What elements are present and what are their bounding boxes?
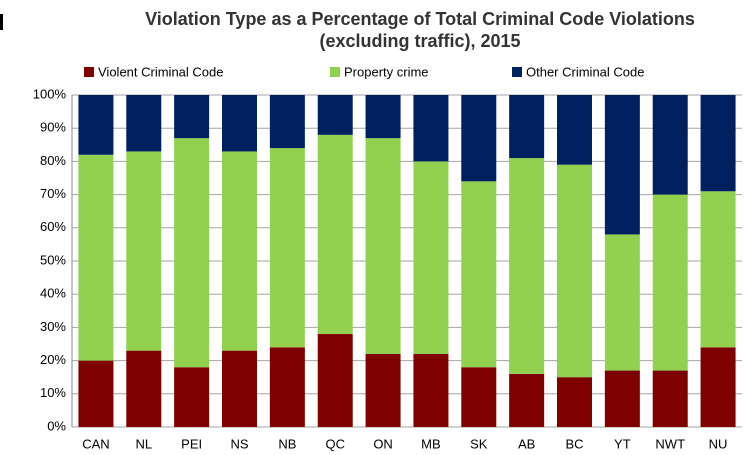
bar-segment [317, 334, 353, 427]
x-tick-label: SK [470, 436, 488, 451]
bar-segment [126, 151, 162, 351]
bar-segment [174, 95, 210, 139]
bar-segment [78, 360, 114, 427]
bar-segment [557, 95, 592, 165]
bar-segment [365, 353, 401, 427]
bar-segment [365, 138, 401, 354]
bar-segment [174, 138, 210, 368]
x-tick-label: AB [518, 436, 535, 451]
x-tick-label: NL [135, 436, 152, 451]
x-tick-label: QC [325, 436, 345, 451]
y-tick-label: 80% [40, 153, 66, 168]
x-tick-label: CAN [82, 436, 109, 451]
bar-segment [126, 95, 162, 152]
y-tick-label: 100% [33, 86, 67, 101]
bar-segment [126, 350, 162, 427]
x-tick-label: NU [709, 436, 728, 451]
bar-segment [269, 95, 305, 149]
y-tick-label: 30% [40, 319, 66, 334]
bar-segment [317, 95, 353, 135]
legend-swatch [84, 67, 94, 77]
chart-title: Violation Type as a Percentage of Total … [145, 9, 695, 29]
bar-segment [174, 367, 210, 427]
bar-segment [461, 95, 497, 182]
chart-title: (excluding traffic), 2015 [319, 31, 520, 51]
bar-segment [557, 377, 592, 427]
x-tick-label: PEI [181, 436, 202, 451]
legend-swatch [512, 67, 522, 77]
bar-segment [461, 367, 497, 427]
bar-segment [365, 95, 401, 139]
y-tick-label: 20% [40, 352, 66, 367]
bar-segment [700, 347, 736, 427]
x-tick-label: NB [278, 436, 296, 451]
bar-segment [652, 95, 688, 195]
x-tick-label: NS [230, 436, 248, 451]
legend-swatch [330, 67, 340, 77]
y-tick-label: 50% [40, 252, 66, 267]
y-tick-label: 90% [40, 120, 66, 135]
bar-segment [509, 373, 545, 427]
bar-segment [604, 234, 640, 371]
bar-segment [413, 353, 449, 427]
edge-mark [0, 14, 3, 30]
bar-segment [604, 95, 640, 235]
bar-segment [413, 161, 449, 354]
y-tick-label: 40% [40, 286, 66, 301]
bar-segment [222, 95, 257, 152]
legend-label: Violent Criminal Code [98, 64, 224, 79]
bar-segment [509, 95, 545, 159]
bar-segment [269, 148, 305, 348]
bar-segment [269, 347, 305, 427]
bar-segment [652, 194, 688, 371]
bar-segment [78, 154, 114, 361]
bar-segment [222, 350, 257, 427]
y-tick-label: 60% [40, 219, 66, 234]
y-tick-label: 0% [47, 418, 66, 433]
y-tick-label: 70% [40, 186, 66, 201]
bar-segment [652, 370, 688, 427]
bar-segment [413, 95, 449, 162]
bar-segment [461, 181, 497, 368]
x-tick-label: NWT [655, 436, 685, 451]
x-tick-label: BC [565, 436, 583, 451]
x-tick-label: ON [373, 436, 393, 451]
bar-segment [700, 95, 736, 192]
bar-segment [222, 151, 257, 351]
bar-segment [78, 95, 114, 155]
x-tick-label: MB [421, 436, 441, 451]
legend-label: Property crime [344, 64, 429, 79]
bar-segment [557, 164, 592, 378]
x-tick-label: YT [614, 436, 631, 451]
bar-segment [317, 134, 353, 335]
bar-segment [604, 370, 640, 427]
bar-segment [700, 191, 736, 348]
legend-label: Other Criminal Code [526, 64, 645, 79]
y-tick-label: 10% [40, 385, 66, 400]
bar-segment [509, 158, 545, 374]
